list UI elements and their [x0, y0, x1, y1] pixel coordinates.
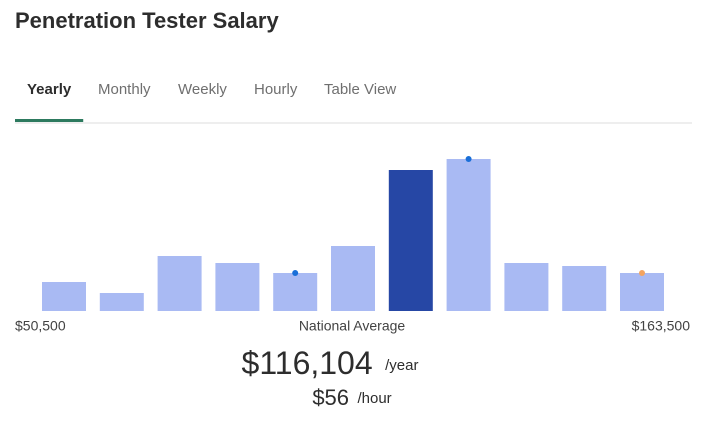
average: $116,104 [242, 345, 373, 381]
bar [388, 170, 433, 311]
tab[interactable]: Hourly [254, 81, 298, 98]
max-label: $163,500 [632, 318, 691, 334]
average-line: $116,104 /year [242, 345, 419, 381]
tab[interactable]: Weekly [178, 81, 227, 98]
bar [42, 282, 86, 311]
hourly-line: $56 /hour [312, 385, 391, 410]
title: Penetration Tester Salary [15, 8, 279, 33]
bar [215, 263, 260, 311]
average-unit: /year [385, 357, 418, 374]
center-label: National Average [299, 318, 406, 334]
tab-indicator [15, 119, 84, 122]
bar [331, 246, 375, 311]
bar-dot [465, 156, 472, 162]
bar [446, 159, 491, 311]
min-label: $50,500 [15, 318, 66, 334]
hourly-unit: /hour [357, 390, 391, 407]
bar [504, 263, 549, 311]
bar-dot [639, 270, 645, 276]
bar-dot [292, 270, 299, 276]
bar [562, 266, 607, 311]
tab[interactable]: Yearly [27, 81, 72, 98]
hourly: $56 [312, 385, 349, 410]
bar [99, 293, 144, 311]
tab[interactable]: Monthly [98, 81, 151, 98]
bar [157, 256, 202, 311]
tab[interactable]: Table View [324, 81, 396, 98]
bar [620, 273, 664, 311]
bar [273, 273, 318, 311]
